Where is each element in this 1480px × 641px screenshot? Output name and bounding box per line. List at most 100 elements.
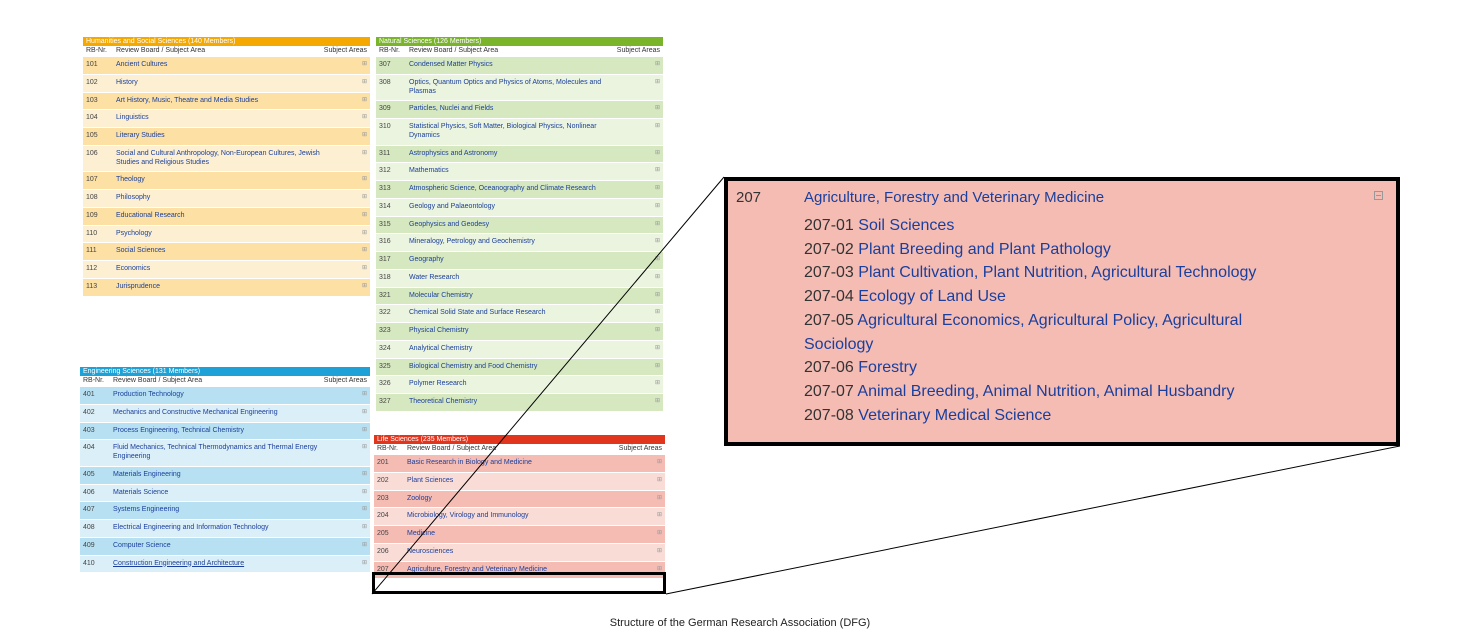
- expand-icon[interactable]: ⊞: [361, 78, 367, 85]
- expand-icon[interactable]: ⊞: [654, 202, 660, 209]
- review-board-row[interactable]: 410 Construction Engineering and Architec…: [80, 555, 370, 574]
- expand-icon[interactable]: ⊞: [361, 132, 367, 138]
- review-board-link[interactable]: Optics, Quantum Optics and Physics of At…: [409, 78, 602, 95]
- subject-area-link[interactable]: Forestry: [858, 359, 917, 377]
- review-board-link[interactable]: Chemical Solid State and Surface Researc…: [409, 309, 546, 317]
- review-board-row[interactable]: 406 Materials Science ⊞: [80, 484, 370, 503]
- subject-area-link[interactable]: Plant Cultivation, Plant Nutrition, Agri…: [858, 264, 1257, 282]
- review-board-row[interactable]: 323 Physical Chemistry ⊞: [376, 323, 663, 341]
- review-board-row[interactable]: 316 Mineralogy, Petrology and Geochemistr…: [376, 234, 663, 252]
- expand-icon[interactable]: ⊞: [656, 476, 662, 483]
- expand-icon[interactable]: ⊞: [361, 391, 367, 397]
- expand-icon[interactable]: ⊞: [654, 273, 660, 280]
- review-board-row[interactable]: 321 Molecular Chemistry ⊞: [376, 287, 663, 306]
- review-board-link[interactable]: Educational Research: [116, 211, 185, 219]
- review-board-link[interactable]: Polymer Research: [409, 380, 467, 388]
- review-board-row[interactable]: 405 Materials Engineering ⊞: [80, 466, 370, 485]
- review-board-row[interactable]: 404 Fluid Mechanics, Technical Thermodyna…: [80, 440, 370, 467]
- expand-icon[interactable]: ⊞: [361, 541, 367, 548]
- expand-icon[interactable]: ⊞: [654, 344, 660, 351]
- review-board-row[interactable]: 312 Mathematics ⊞: [376, 163, 663, 181]
- review-board-link[interactable]: Mineralogy, Petrology and Geochemistry: [409, 238, 535, 246]
- review-board-row[interactable]: 206 Neurosciences ⊞: [374, 543, 665, 562]
- review-board-row[interactable]: 311 Astrophysics and Astronomy ⊞: [376, 145, 663, 164]
- review-board-link[interactable]: Psychology: [116, 229, 152, 237]
- review-board-row[interactable]: 314 Geology and Palaeontology ⊞: [376, 198, 663, 217]
- review-board-link[interactable]: Theoretical Chemistry: [409, 398, 478, 405]
- expand-icon[interactable]: ⊞: [361, 247, 367, 254]
- review-board-row[interactable]: 111 Social Sciences ⊞: [83, 243, 370, 261]
- review-board-link[interactable]: Atmospheric Science, Oceanography and Cl…: [409, 185, 596, 192]
- review-board-row[interactable]: 409 Computer Science ⊞: [80, 537, 370, 556]
- expand-icon[interactable]: ⊞: [361, 506, 367, 513]
- expand-icon[interactable]: ⊞: [361, 426, 367, 433]
- expand-icon[interactable]: ⊞: [361, 176, 367, 183]
- review-board-link[interactable]: Systems Engineering: [113, 506, 180, 514]
- review-board-row[interactable]: 317 Geography ⊞: [376, 252, 663, 270]
- expand-icon[interactable]: ⊞: [361, 282, 367, 289]
- review-board-link[interactable]: Zoology: [407, 494, 432, 502]
- expand-icon[interactable]: ⊞: [361, 96, 367, 103]
- review-board-row[interactable]: 326 Polymer Research ⊞: [376, 376, 663, 394]
- expand-icon[interactable]: ⊞: [654, 256, 660, 262]
- expand-icon[interactable]: ⊞: [654, 380, 660, 387]
- expand-icon[interactable]: ⊞: [656, 565, 662, 572]
- review-board-link[interactable]: Water Research: [409, 273, 460, 281]
- review-board-row[interactable]: 308 Optics, Quantum Optics and Physics of…: [376, 74, 663, 102]
- expand-icon[interactable]: ⊞: [361, 524, 367, 530]
- review-board-row[interactable]: 318 Water Research ⊞: [376, 269, 663, 288]
- review-board-link[interactable]: Statistical Physics, Soft Matter, Biolog…: [409, 123, 597, 139]
- expand-icon[interactable]: ⊞: [654, 362, 660, 369]
- review-board-row[interactable]: 402 Mechanics and Constructive Mechanical…: [80, 404, 370, 423]
- review-board-link[interactable]: Mathematics: [409, 167, 449, 175]
- review-board-row[interactable]: 113 Jurisprudence ⊞: [83, 278, 370, 297]
- expand-icon[interactable]: ⊞: [656, 494, 662, 501]
- expand-icon[interactable]: ⊞: [654, 105, 660, 112]
- review-board-link[interactable]: Art History, Music, Theatre and Media St…: [116, 96, 259, 104]
- review-board-link[interactable]: Neurosciences: [407, 547, 454, 555]
- subject-area-link[interactable]: Ecology of Land Use: [858, 288, 1006, 306]
- review-board-link[interactable]: Geography: [409, 256, 444, 263]
- zoom-review-board-title[interactable]: Agriculture, Forestry and Veterinary Med…: [804, 189, 1105, 206]
- review-board-link[interactable]: Construction Engineering and Architectur…: [113, 559, 245, 567]
- review-board-link[interactable]: Fluid Mechanics, Technical Thermodynamic…: [113, 444, 318, 460]
- expand-icon[interactable]: ⊞: [361, 470, 367, 477]
- review-board-link[interactable]: Biological Chemistry and Food Chemistry: [409, 362, 538, 370]
- review-board-row[interactable]: 110 Psychology ⊞: [83, 225, 370, 244]
- expand-icon[interactable]: ⊞: [654, 185, 660, 191]
- review-board-row[interactable]: 327 Theoretical Chemistry ⊞: [376, 394, 663, 412]
- review-board-row[interactable]: 106 Social and Cultural Anthropology, Non…: [83, 145, 370, 173]
- expand-icon[interactable]: ⊞: [654, 149, 660, 156]
- expand-icon[interactable]: ⊞: [656, 512, 662, 519]
- collapse-icon[interactable]: [1374, 191, 1383, 200]
- review-board-link[interactable]: Jurisprudence: [116, 282, 160, 290]
- review-board-row[interactable]: 408 Electrical Engineering and Informatio…: [80, 520, 370, 538]
- review-board-row[interactable]: 107 Theology ⊞: [83, 172, 370, 190]
- expand-icon[interactable]: ⊞: [361, 408, 367, 415]
- review-board-link[interactable]: Social Sciences: [116, 247, 166, 255]
- review-board-row[interactable]: 310 Statistical Physics, Soft Matter, Bio…: [376, 119, 663, 146]
- expand-icon[interactable]: ⊞: [656, 459, 662, 465]
- review-board-row[interactable]: 103 Art History, Music, Theatre and Media…: [83, 92, 370, 111]
- subject-area-link[interactable]: Veterinary Medical Science: [858, 406, 1052, 424]
- subject-area-link[interactable]: Plant Breeding and Plant Pathology: [858, 240, 1111, 258]
- expand-icon[interactable]: ⊞: [654, 238, 660, 245]
- expand-icon[interactable]: ⊞: [361, 559, 367, 566]
- review-board-link[interactable]: Particles, Nuclei and Fields: [409, 105, 494, 113]
- review-board-row[interactable]: 109 Educational Research ⊞: [83, 207, 370, 226]
- review-board-row[interactable]: 112 Economics ⊞: [83, 261, 370, 279]
- expand-icon[interactable]: ⊞: [654, 123, 660, 129]
- review-board-row[interactable]: 401 Production Technology ⊞: [80, 387, 370, 405]
- review-board-link[interactable]: Astrophysics and Astronomy: [409, 149, 498, 157]
- review-board-link[interactable]: Physical Chemistry: [409, 327, 469, 334]
- review-board-link[interactable]: Linguistics: [116, 114, 149, 122]
- expand-icon[interactable]: ⊞: [361, 229, 367, 236]
- subject-area-link[interactable]: Agricultural Economics, Agricultural Pol…: [804, 311, 1243, 353]
- review-board-row[interactable]: 201 Basic Research in Biology and Medicin…: [374, 455, 665, 473]
- review-board-link[interactable]: Geology and Palaeontology: [409, 202, 496, 210]
- review-board-link[interactable]: Computer Science: [113, 541, 171, 549]
- expand-icon[interactable]: ⊞: [656, 547, 662, 554]
- expand-icon[interactable]: ⊞: [654, 309, 660, 316]
- expand-icon[interactable]: ⊞: [654, 291, 660, 298]
- review-board-link[interactable]: Condensed Matter Physics: [409, 61, 493, 68]
